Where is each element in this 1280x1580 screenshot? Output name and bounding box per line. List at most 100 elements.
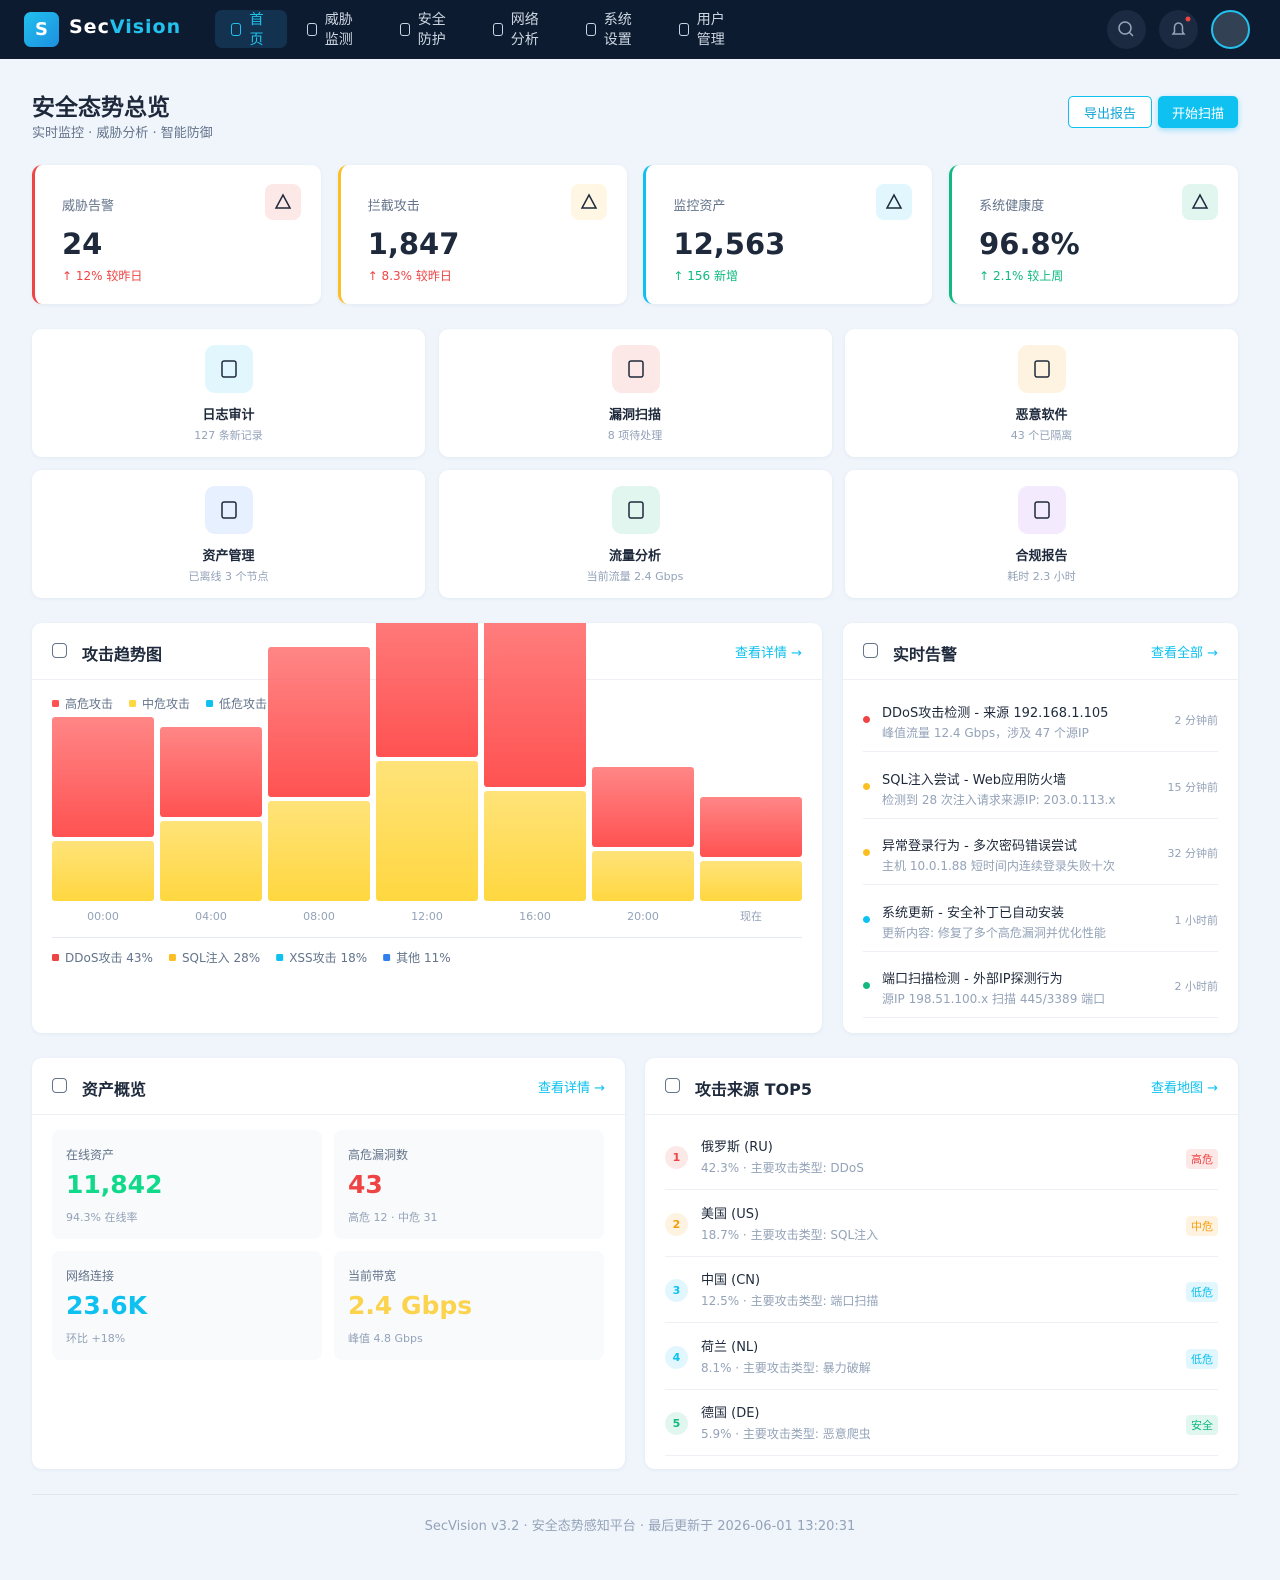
source-item[interactable]: 1 俄罗斯 (RU) 42.3% · 主要攻击类型: DDoS 高危 (665, 1124, 1218, 1190)
card-title: 攻击来源 TOP5 (695, 1080, 812, 1099)
quick-tile[interactable]: 漏洞扫描 8 项待处理 (438, 329, 832, 457)
quick-tile[interactable]: 合规报告 耗时 2.3 小时 (845, 470, 1238, 598)
dist-label: SQL注入 28% (182, 950, 260, 965)
scan-button[interactable]: 开始扫描 (1158, 96, 1238, 128)
menu-item[interactable]: 网络分析 (477, 10, 566, 48)
asset-tile: 在线资产 11,842 94.3% 在线率 (52, 1130, 322, 1239)
card-header: 实时告警 查看全部 → (843, 623, 1238, 680)
bar-segment (268, 801, 370, 901)
asset-value: 23.6K (66, 1291, 148, 1320)
alert-item[interactable]: 异常登录行为 - 多次密码错误尝试 主机 10.0.1.88 短时间内连续登录失败… (863, 819, 1218, 885)
icon-glyph (580, 193, 597, 209)
x-tick-label: 12:00 (411, 910, 443, 923)
menu-item[interactable]: 安全防护 (384, 10, 473, 48)
tile-desc: 43 个已隔离 (1010, 429, 1073, 442)
card-link[interactable]: 查看地图 → (1150, 1081, 1218, 1096)
asset-value: 11,842 (66, 1170, 163, 1199)
alert-dot (863, 982, 870, 989)
tile-desc: 8 项待处理 (607, 429, 663, 442)
tile-icon (611, 486, 660, 534)
bar-segment (700, 797, 802, 857)
menu-item[interactable]: 威胁监测 (291, 10, 380, 48)
stat-value: 24 (62, 227, 103, 261)
sources-card: 攻击来源 TOP5 查看地图 → 1 俄罗斯 (RU) 42.3% · 主要攻击类型:… (645, 1058, 1238, 1469)
divider (32, 1494, 1238, 1495)
source-desc: 12.5% · 主要攻击类型: 端口扫描 (701, 1294, 879, 1308)
logo[interactable]: S (24, 12, 59, 47)
stat-trend: ↑ 12% 较昨日 (62, 269, 143, 283)
notification-button[interactable] (1159, 10, 1198, 49)
export-button[interactable]: 导出报告 (1068, 96, 1152, 128)
tile-title: 流量分析 (608, 549, 661, 564)
alert-item[interactable]: SQL注入尝试 - Web应用防火墙 检测到 28 次注入请求来源IP: 203.… (863, 753, 1218, 819)
tile-title: 日志审计 (202, 408, 255, 423)
card-link[interactable]: 查看全部 → (1150, 646, 1218, 661)
alert-item[interactable]: 系统更新 - 安全补丁已自动安装 更新内容: 修复了多个高危漏洞并优化性能 1 小时… (863, 886, 1218, 952)
asset-value: 2.4 Gbps (348, 1291, 473, 1320)
tile-icon (205, 345, 253, 393)
quick-tile[interactable]: 资产管理 已离线 3 个节点 (32, 470, 425, 598)
source-item[interactable]: 3 中国 (CN) 12.5% · 主要攻击类型: 端口扫描 低危 (665, 1257, 1218, 1323)
alert-title: SQL注入尝试 - Web应用防火墙 (882, 772, 1067, 788)
alert-dot (863, 716, 870, 723)
alert-title: DDoS攻击检测 - 来源 192.168.1.105 (882, 706, 1109, 721)
stat-icon (570, 184, 607, 220)
x-tick-label: 现在 (740, 910, 762, 923)
bar-segment (52, 717, 154, 837)
asset-note: 94.3% 在线率 (66, 1211, 138, 1224)
asset-tile: 高危漏洞数 43 高危 12 · 中危 31 (334, 1130, 604, 1239)
x-tick-label: 08:00 (303, 910, 335, 923)
asset-note: 环比 +18% (66, 1332, 126, 1345)
tile-title: 漏洞扫描 (608, 408, 661, 423)
source-rank: 4 (665, 1345, 688, 1369)
alert-title: 端口扫描检测 - 外部IP探测行为 (882, 972, 1063, 987)
source-name: 俄罗斯 (RU) (701, 1140, 773, 1155)
button-label: 导出报告 (1083, 106, 1136, 122)
asset-label: 网络连接 (66, 1269, 115, 1283)
tile-title: 资产管理 (202, 549, 255, 564)
asset-label: 在线资产 (66, 1148, 115, 1162)
alert-dot (863, 849, 870, 856)
tile-desc: 耗时 2.3 小时 (1007, 570, 1076, 583)
legend-swatch (52, 700, 59, 707)
icon-glyph (1034, 501, 1050, 519)
icon-glyph (1191, 193, 1209, 209)
source-item[interactable]: 5 德国 (DE) 5.9% · 主要攻击类型: 恶意爬虫 安全 (665, 1390, 1218, 1456)
quick-tile[interactable]: 日志审计 127 条新记录 (32, 329, 425, 457)
source-item[interactable]: 2 美国 (US) 18.7% · 主要攻击类型: SQL注入 中危 (665, 1191, 1218, 1257)
menu-item[interactable]: 首页 (215, 10, 287, 48)
icon (52, 1078, 67, 1093)
quick-tile[interactable]: 恶意软件 43 个已隔离 (845, 329, 1238, 457)
menu-item[interactable]: 系统设置 (570, 10, 659, 48)
avatar[interactable] (1211, 10, 1250, 49)
menu-item[interactable]: 用户管理 (663, 10, 752, 48)
tile-desc: 127 条新记录 (194, 429, 263, 442)
brand[interactable]: SecVision (69, 16, 181, 38)
alert-item[interactable]: 端口扫描检测 - 外部IP探测行为 源IP 198.51.100.x 扫描 445… (863, 952, 1218, 1018)
quick-tile[interactable]: 流量分析当前流量 2.4 Gbps (438, 470, 832, 598)
card-link[interactable]: 查看详情 → (537, 1081, 605, 1096)
card-link[interactable]: 查看详情 → (734, 646, 802, 661)
source-desc: 18.7% · 主要攻击类型: SQL注入 (701, 1227, 879, 1242)
icon (665, 1078, 680, 1093)
alert-item[interactable]: DDoS攻击检测 - 来源 192.168.1.105 峰值流量 12.4 Gbp… (863, 686, 1218, 752)
card-title: 攻击趋势图 (82, 645, 163, 664)
dist-swatch (383, 954, 391, 961)
brand-b: Vision (109, 16, 182, 38)
tile-desc: 当前流量 2.4 Gbps (586, 570, 684, 583)
source-rank: 3 (665, 1279, 688, 1302)
card-title: 资产概览 (82, 1080, 147, 1099)
stat-icon (876, 184, 913, 220)
menu-icon (231, 22, 242, 36)
chart: 高危攻击 中危攻击 低危攻击 00:00 04:00 08:00 12:00 16:00 20:… (52, 623, 802, 965)
search-button[interactable] (1107, 10, 1146, 49)
stat-card: 威胁告警 24 ↑ 12% 较昨日 (32, 165, 321, 304)
bar-segment (376, 623, 478, 757)
dist-label: 其他 11% (396, 951, 451, 965)
source-item[interactable]: 4 荷兰 (NL) 8.1% · 主要攻击类型: 暴力破解 低危 (665, 1324, 1218, 1390)
source-rank: 5 (665, 1412, 688, 1435)
alert-title: 系统更新 - 安全补丁已自动安装 (882, 905, 1064, 921)
bar-segment (268, 647, 370, 797)
search-icon (1118, 21, 1134, 37)
